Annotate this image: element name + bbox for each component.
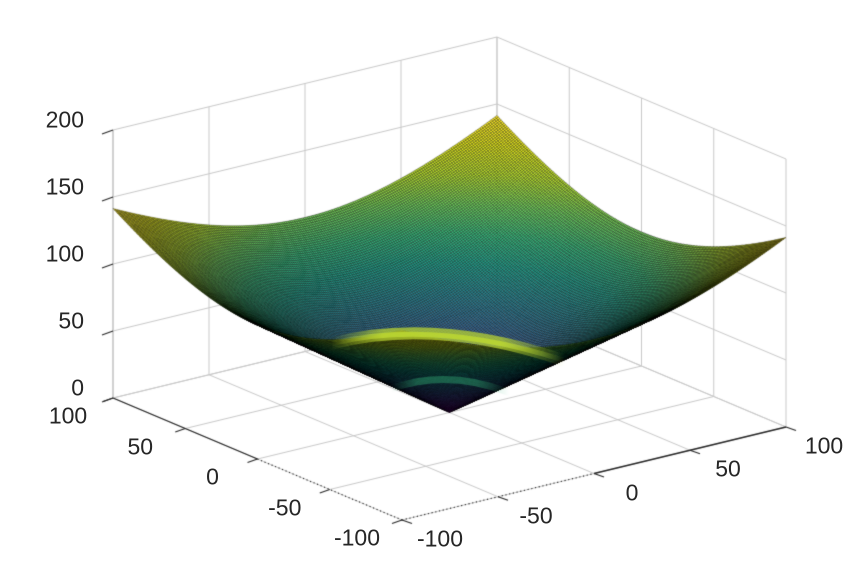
z-tick-label: 150 xyxy=(45,173,84,200)
y-tick-label: -100 xyxy=(333,524,381,551)
z-tick-label: 100 xyxy=(45,240,84,267)
z-tick-label: 50 xyxy=(58,307,84,334)
x-tick-label: 0 xyxy=(625,479,639,505)
x-tick-label: -100 xyxy=(416,525,464,552)
y-tick-label: 0 xyxy=(206,463,219,490)
y-tick-label: 100 xyxy=(48,402,88,429)
y-tick-label: 50 xyxy=(127,433,154,459)
x-tick-label: -50 xyxy=(519,502,553,529)
x-tick-label: 100 xyxy=(804,432,844,459)
x-tick-label: 50 xyxy=(715,455,741,482)
y-tick-label: -50 xyxy=(268,494,302,520)
z-tick-label: 200 xyxy=(45,106,84,133)
z-tick-label: 0 xyxy=(71,374,84,401)
